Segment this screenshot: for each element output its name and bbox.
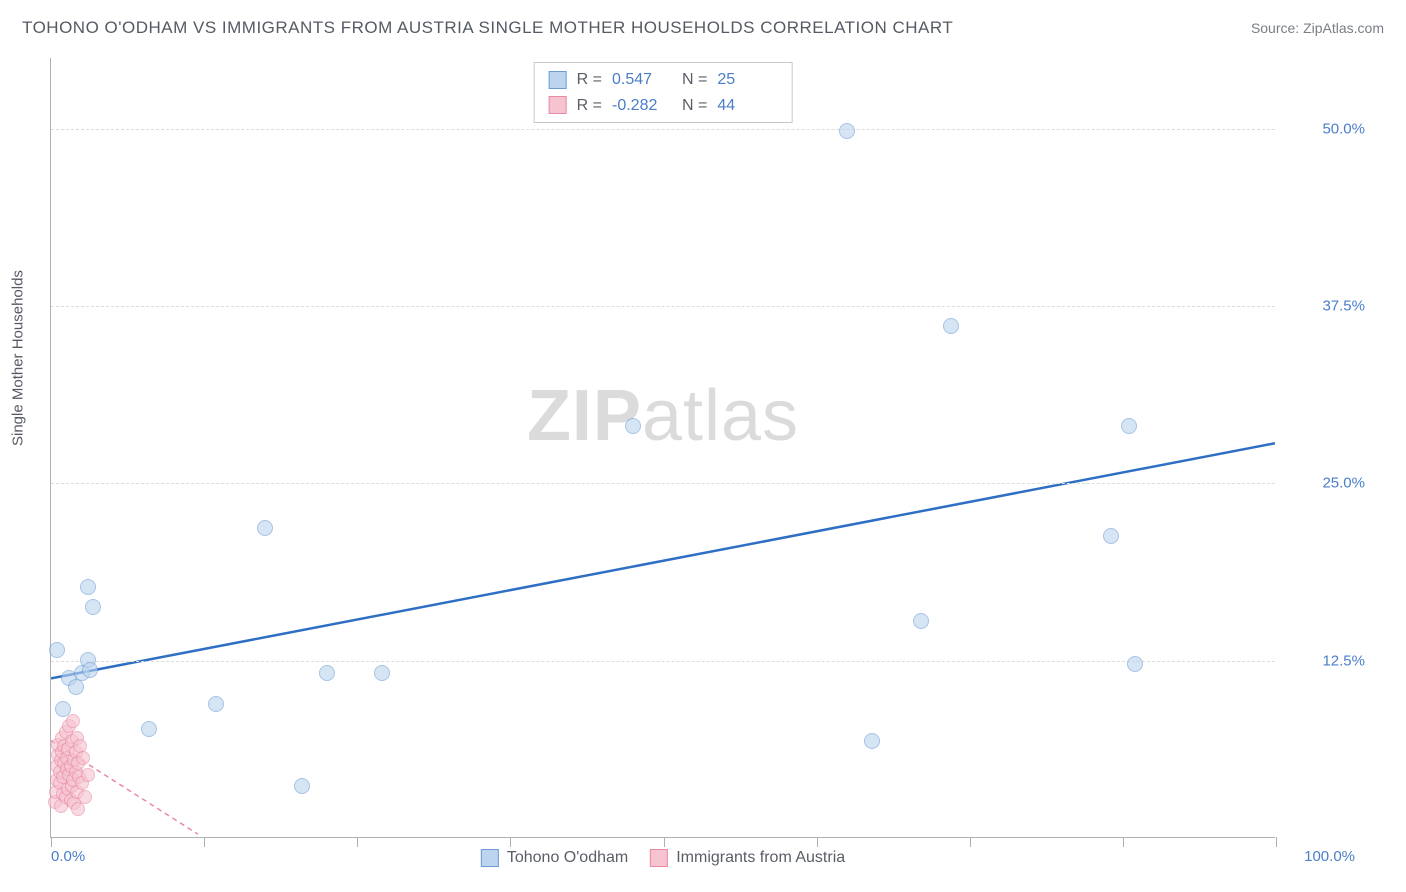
x-tick — [51, 837, 52, 847]
x-axis-min-label: 0.0% — [51, 848, 85, 865]
watermark-light: atlas — [642, 376, 799, 456]
x-tick — [357, 837, 358, 847]
data-point-a — [49, 642, 65, 658]
n-value-b: 44 — [717, 93, 777, 119]
trend-lines-layer — [51, 58, 1275, 837]
x-tick — [204, 837, 205, 847]
gridline-horizontal — [51, 129, 1275, 130]
data-point-a — [319, 665, 335, 681]
data-point-b — [76, 751, 90, 765]
x-tick — [1123, 837, 1124, 847]
legend-label-a: Tohono O'odham — [507, 849, 628, 867]
watermark-bold: ZIP — [527, 376, 642, 456]
data-point-a — [82, 662, 98, 678]
legend-item-a: Tohono O'odham — [481, 849, 628, 867]
y-tick-label: 50.0% — [1285, 120, 1365, 137]
trend-line — [51, 443, 1275, 678]
r-value-a: 0.547 — [612, 67, 672, 93]
legend-item-b: Immigrants from Austria — [650, 849, 845, 867]
data-point-b — [66, 714, 80, 728]
source-attribution: Source: ZipAtlas.com — [1251, 20, 1384, 36]
r-label: R = — [577, 67, 602, 93]
stats-row-series-b: R = -0.282 N = 44 — [549, 93, 778, 119]
y-tick-label: 12.5% — [1285, 652, 1365, 669]
correlation-stats-box: R = 0.547 N = 25 R = -0.282 N = 44 — [534, 62, 793, 123]
n-label: N = — [682, 67, 707, 93]
series-legend: Tohono O'odham Immigrants from Austria — [481, 849, 845, 867]
x-tick — [664, 837, 665, 847]
x-axis-max-label: 100.0% — [1304, 848, 1355, 865]
data-point-a — [913, 613, 929, 629]
x-tick — [1276, 837, 1277, 847]
data-point-a — [85, 599, 101, 615]
y-tick-label: 25.0% — [1285, 475, 1365, 492]
plot-area: ZIPatlas R = 0.547 N = 25 R = -0.282 N =… — [50, 58, 1275, 838]
legend-label-b: Immigrants from Austria — [676, 849, 845, 867]
data-point-a — [943, 318, 959, 334]
data-point-b — [78, 790, 92, 804]
x-tick — [510, 837, 511, 847]
y-tick-label: 37.5% — [1285, 298, 1365, 315]
x-tick — [817, 837, 818, 847]
legend-swatch-b — [650, 849, 668, 867]
data-point-a — [625, 418, 641, 434]
r-label: R = — [577, 93, 602, 119]
legend-swatch-a — [481, 849, 499, 867]
data-point-a — [141, 721, 157, 737]
chart-title: TOHONO O'ODHAM VS IMMIGRANTS FROM AUSTRI… — [22, 18, 953, 38]
data-point-a — [68, 679, 84, 695]
stats-row-series-a: R = 0.547 N = 25 — [549, 67, 778, 93]
data-point-a — [839, 123, 855, 139]
n-value-a: 25 — [717, 67, 777, 93]
x-tick — [970, 837, 971, 847]
data-point-a — [1127, 656, 1143, 672]
data-point-a — [294, 778, 310, 794]
n-label: N = — [682, 93, 707, 119]
watermark: ZIPatlas — [527, 375, 799, 457]
gridline-horizontal — [51, 306, 1275, 307]
gridline-horizontal — [51, 483, 1275, 484]
data-point-a — [80, 579, 96, 595]
r-value-b: -0.282 — [612, 93, 672, 119]
data-point-a — [864, 733, 880, 749]
gridline-horizontal — [51, 661, 1275, 662]
data-point-a — [374, 665, 390, 681]
swatch-series-b — [549, 96, 567, 114]
data-point-a — [208, 696, 224, 712]
swatch-series-a — [549, 71, 567, 89]
data-point-a — [1121, 418, 1137, 434]
data-point-a — [1103, 528, 1119, 544]
data-point-a — [257, 520, 273, 536]
y-axis-title: Single Mother Households — [10, 270, 27, 446]
data-point-a — [55, 701, 71, 717]
data-point-b — [81, 768, 95, 782]
